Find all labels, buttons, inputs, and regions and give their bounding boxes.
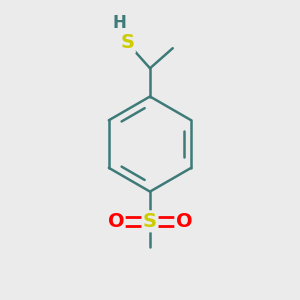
Text: O: O xyxy=(107,212,124,231)
Text: O: O xyxy=(176,212,193,231)
Text: S: S xyxy=(120,33,134,52)
Text: H: H xyxy=(113,14,127,32)
Text: S: S xyxy=(143,212,157,231)
